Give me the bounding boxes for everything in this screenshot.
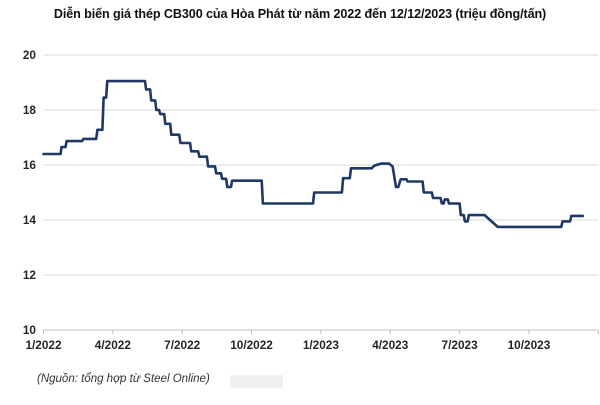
x-tick-label-4-2023: 4/2023 (372, 338, 409, 352)
price-line-series (42, 79, 585, 229)
chart-title: Diễn biến giá thép CB300 của Hòa Phát từ… (53, 7, 547, 21)
x-tick-label-4-2022: 4/2022 (95, 338, 132, 352)
y-tick-label-20: 20 (23, 48, 37, 62)
y-tick-label-12: 12 (23, 268, 37, 282)
x-tick-label-1-2022: 1/2022 (25, 338, 62, 352)
y-tick-label-16: 16 (23, 158, 37, 172)
x-tick-label-7-2022: 7/2022 (164, 338, 201, 352)
x-tick-label-7-2023: 7/2023 (442, 338, 479, 352)
y-tick-label-14: 14 (23, 213, 37, 227)
x-tick-label-1-2023: 1/2023 (303, 338, 340, 352)
y-tick-label-18: 18 (23, 103, 37, 117)
faint-highlight-strip (230, 375, 283, 388)
y-tick-label-10: 10 (23, 323, 37, 337)
y-axis-labels: 10 12 14 16 18 20 (23, 48, 37, 337)
x-tick-label-10-2023: 10/2023 (508, 338, 551, 352)
x-axis-ticks (43, 330, 599, 335)
x-axis-labels: 1/2022 4/2022 7/2022 10/2022 1/2023 4/2023 7/2… (25, 338, 550, 352)
source-note: (Nguồn: tổng hợp từ Steel Online) (37, 373, 210, 385)
x-tick-label-10-2022: 10/2022 (230, 338, 273, 352)
